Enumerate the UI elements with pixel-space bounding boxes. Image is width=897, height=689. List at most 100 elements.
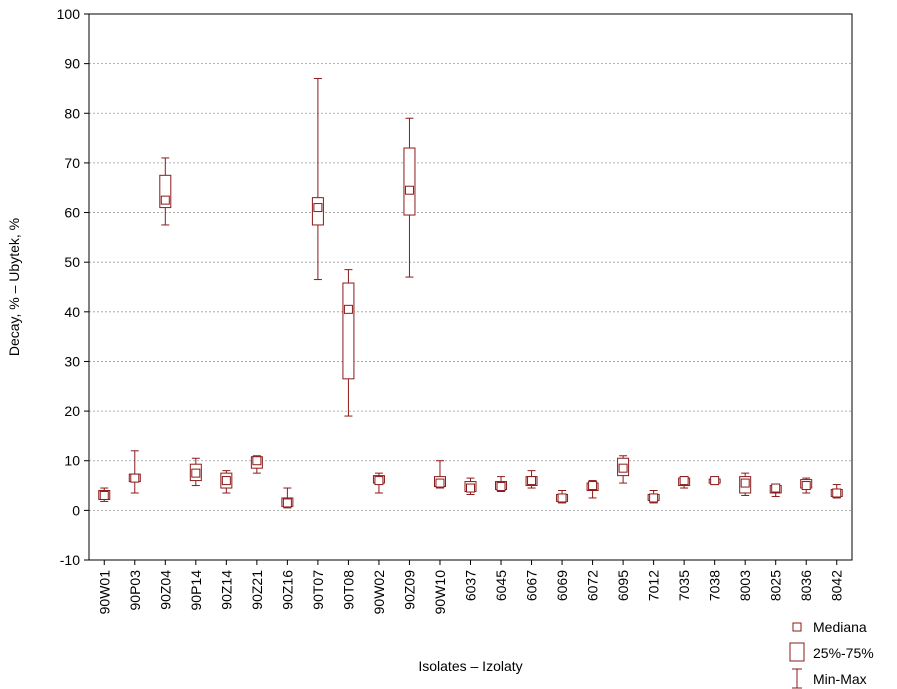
box-90W10 <box>433 460 446 489</box>
x-tick-label: 6045 <box>493 570 509 601</box>
median-marker <box>435 478 445 488</box>
median-marker <box>191 468 201 478</box>
box-90Z09 <box>403 117 416 278</box>
median-marker <box>282 498 292 508</box>
y-tick-label: 20 <box>64 403 80 419</box>
box-6037 <box>464 477 477 495</box>
box-6069 <box>556 490 569 504</box>
legend-label-minmax: Min-Max <box>813 671 867 687</box>
y-tick-label: 90 <box>64 56 80 72</box>
y-tick-label: 30 <box>64 353 80 369</box>
median-marker <box>740 478 750 488</box>
grid-lines <box>89 63 852 511</box>
median-marker <box>771 483 781 493</box>
x-tick-label: 8036 <box>798 570 814 601</box>
x-tick-label: 90P03 <box>127 570 143 611</box>
median-marker <box>649 493 659 503</box>
x-tick-label: 90Z16 <box>279 570 295 610</box>
x-tick-label: 7012 <box>646 570 662 601</box>
x-tick-label: 90T08 <box>340 570 356 610</box>
x-axis: 90W01 90P03 90Z04 90P14 90Z14 90Z21 90Z16 90T07… <box>96 560 845 615</box>
iqr-box <box>403 147 416 216</box>
box-8042 <box>830 484 843 499</box>
median-marker <box>160 195 170 205</box>
x-tick-label: 6095 <box>615 570 631 601</box>
median-marker <box>404 185 414 195</box>
x-tick-label: 90Z14 <box>218 570 234 610</box>
box-8003 <box>739 472 752 496</box>
x-tick-label: 90P14 <box>188 570 204 611</box>
x-tick-label: 90Z21 <box>249 570 265 610</box>
median-marker <box>130 473 140 483</box>
y-tick-label: 70 <box>64 155 80 171</box>
x-tick-label: 90Z04 <box>157 570 173 610</box>
x-tick-label: 90T07 <box>310 570 326 610</box>
y-axis-label: Decay, % – Ubytek, % <box>6 218 22 356</box>
box-7035 <box>678 476 691 489</box>
box-90Z04 <box>159 157 172 226</box>
x-tick-label: 6037 <box>463 570 479 601</box>
median-marker <box>252 456 262 466</box>
median-marker <box>343 304 353 314</box>
y-tick-label: 80 <box>64 105 80 121</box>
median-marker <box>374 476 384 486</box>
box-8025 <box>769 483 782 497</box>
median-marker <box>618 463 628 473</box>
box-90T08 <box>342 269 355 417</box>
boxes <box>98 78 843 509</box>
median-marker <box>221 476 231 486</box>
median-marker <box>832 488 842 498</box>
median-marker <box>801 481 811 491</box>
x-tick-label: 6067 <box>524 570 540 601</box>
x-tick-label: 8003 <box>737 570 753 601</box>
box-90T07 <box>311 78 324 281</box>
box-90P14 <box>189 457 202 487</box>
x-tick-label: 7038 <box>707 570 723 601</box>
box-8036 <box>800 477 813 494</box>
box-90Z14 <box>220 470 233 494</box>
median-marker <box>710 476 720 486</box>
box-90W01 <box>98 487 111 502</box>
x-tick-label: 90W01 <box>96 570 112 615</box>
median-marker <box>557 493 567 503</box>
x-axis-label: Isolates – Izolaty <box>418 658 522 674</box>
x-tick-label: 6072 <box>585 570 601 601</box>
box-7038 <box>708 476 721 486</box>
median-marker <box>466 483 475 493</box>
box-6045 <box>495 476 508 493</box>
legend-median-marker <box>792 622 802 632</box>
box-90Z16 <box>281 487 294 509</box>
legend: Mediana 25%-75% Min-Max <box>789 619 874 689</box>
box-6072 <box>586 480 599 499</box>
box-90Z21 <box>250 455 263 474</box>
box-90P03 <box>128 450 141 494</box>
y-tick-label: 100 <box>57 6 81 22</box>
x-tick-label: 8042 <box>829 570 845 601</box>
iqr-box <box>159 174 172 209</box>
y-tick-label: 60 <box>64 205 80 221</box>
y-tick-label: 50 <box>64 254 80 270</box>
x-tick-label: 8025 <box>768 570 784 601</box>
x-tick-label: 90W02 <box>371 570 387 615</box>
legend-label-median: Mediana <box>813 619 867 635</box>
box-90W02 <box>372 472 385 494</box>
box-6095 <box>617 455 630 484</box>
y-tick-label: -10 <box>60 552 80 568</box>
legend-box-marker <box>789 642 805 662</box>
box-7012 <box>647 490 660 504</box>
median-marker <box>527 476 537 486</box>
y-tick-label: 10 <box>64 453 80 469</box>
legend-label-box: 25%-75% <box>813 645 874 661</box>
x-tick-label: 6069 <box>554 570 570 601</box>
median-marker <box>313 203 323 213</box>
y-tick-label: 40 <box>64 304 80 320</box>
median-marker <box>588 481 598 491</box>
y-tick-label: 0 <box>72 502 80 518</box>
x-tick-label: 7035 <box>676 570 692 601</box>
box-6067 <box>525 470 538 489</box>
x-tick-label: 90Z09 <box>401 570 417 610</box>
median-marker <box>496 482 506 492</box>
median-marker <box>99 490 109 500</box>
median-marker <box>679 476 689 486</box>
iqr-box <box>342 282 355 380</box>
